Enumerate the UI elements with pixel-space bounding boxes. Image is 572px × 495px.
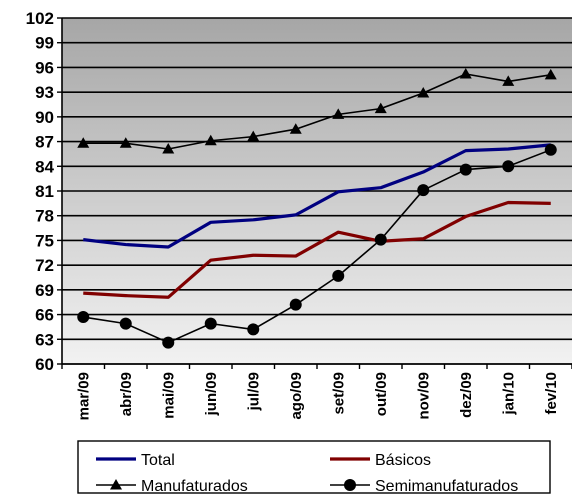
- y-tick-label: 78: [35, 207, 54, 226]
- y-tick-label: 87: [35, 133, 54, 152]
- y-tick-label: 90: [35, 108, 54, 127]
- x-tick-label: mai/09: [160, 372, 177, 419]
- legend-label: Total: [141, 452, 175, 469]
- series-3: [77, 143, 557, 349]
- legend-box: [77, 440, 551, 494]
- y-tick-label: 72: [35, 256, 54, 275]
- y-tick-label: 66: [35, 306, 54, 325]
- y-tick-label: 81: [35, 182, 54, 201]
- gridlines: [62, 17, 572, 365]
- data-point-triangle-marker: [374, 102, 387, 114]
- data-point-triangle-marker: [502, 75, 515, 86]
- data-point-triangle-marker: [119, 137, 132, 148]
- legend: Total Básicos Manufaturados Semimanufaturad…: [77, 440, 551, 495]
- data-point-triangle-marker: [417, 86, 430, 98]
- data-point-circle-marker: [204, 317, 217, 330]
- series-line: [83, 143, 551, 249]
- y-tick-label: 69: [35, 281, 54, 300]
- x-tick-label: mar/09: [75, 372, 92, 420]
- series-1: [83, 200, 551, 299]
- data-point-circle-marker: [417, 184, 430, 197]
- data-point-triangle-marker: [459, 68, 472, 79]
- legend-triangle-marker: [110, 479, 122, 490]
- series-0: [83, 143, 551, 249]
- legend-label: Básicos: [375, 452, 431, 469]
- data-point-circle-marker: [247, 323, 260, 336]
- y-tick-label: 96: [35, 58, 54, 77]
- series-line: [83, 200, 551, 299]
- x-tick-label: abr/09: [118, 372, 135, 416]
- data-point-triangle-marker: [247, 130, 260, 142]
- x-axis-ticks: mar/09 abr/09 mai/09 jun/09 jul/09 ago/09 set/…: [61, 364, 572, 420]
- x-tick-label: fev/10: [543, 372, 560, 415]
- y-tick-label: 84: [35, 157, 54, 176]
- data-point-triangle-marker: [289, 123, 302, 134]
- y-tick-label: 102: [26, 9, 54, 28]
- data-point-triangle-marker: [77, 137, 90, 148]
- data-point-circle-marker: [77, 311, 90, 324]
- x-tick-label: jan/10: [500, 372, 517, 416]
- x-tick-label: out/09: [373, 372, 390, 416]
- y-tick-label: 63: [35, 330, 54, 349]
- data-point-circle-marker: [544, 143, 557, 156]
- x-tick-label: jul/09: [245, 372, 262, 411]
- legend-label: Semimanufaturados: [375, 478, 518, 495]
- x-tick-label: dez/09: [458, 372, 475, 418]
- data-point-circle-marker: [459, 163, 472, 176]
- y-tick-label: 75: [35, 231, 54, 250]
- y-tick-label: 93: [35, 83, 54, 102]
- data-point-circle-marker: [289, 298, 302, 311]
- legend-circle-marker: [344, 479, 356, 491]
- x-tick-label: jun/09: [203, 372, 220, 416]
- data-point-circle-marker: [502, 160, 515, 173]
- data-point-circle-marker: [162, 336, 175, 349]
- series-line: [83, 149, 552, 344]
- y-tick-label: 60: [35, 355, 54, 374]
- data-point-triangle-marker: [162, 142, 175, 154]
- data-point-triangle-marker: [204, 134, 217, 146]
- data-point-triangle-marker: [544, 68, 557, 80]
- series-line: [83, 73, 551, 150]
- series-2: [77, 68, 557, 154]
- y-axis-ticks: 60 63 66 69 72 75 78 81 84 87 90 93 96 99 102: [26, 9, 62, 374]
- legend-label: Manufaturados: [141, 478, 248, 495]
- y-tick-label: 99: [35, 34, 54, 53]
- x-tick-label: ago/09: [288, 372, 305, 420]
- data-point-triangle-marker: [332, 108, 345, 119]
- data-point-circle-marker: [374, 233, 387, 246]
- x-tick-label: set/09: [330, 372, 347, 415]
- data-point-circle-marker: [332, 269, 345, 282]
- x-tick-label: nov/09: [415, 372, 432, 420]
- series-lines: [77, 68, 557, 349]
- data-point-circle-marker: [119, 317, 132, 330]
